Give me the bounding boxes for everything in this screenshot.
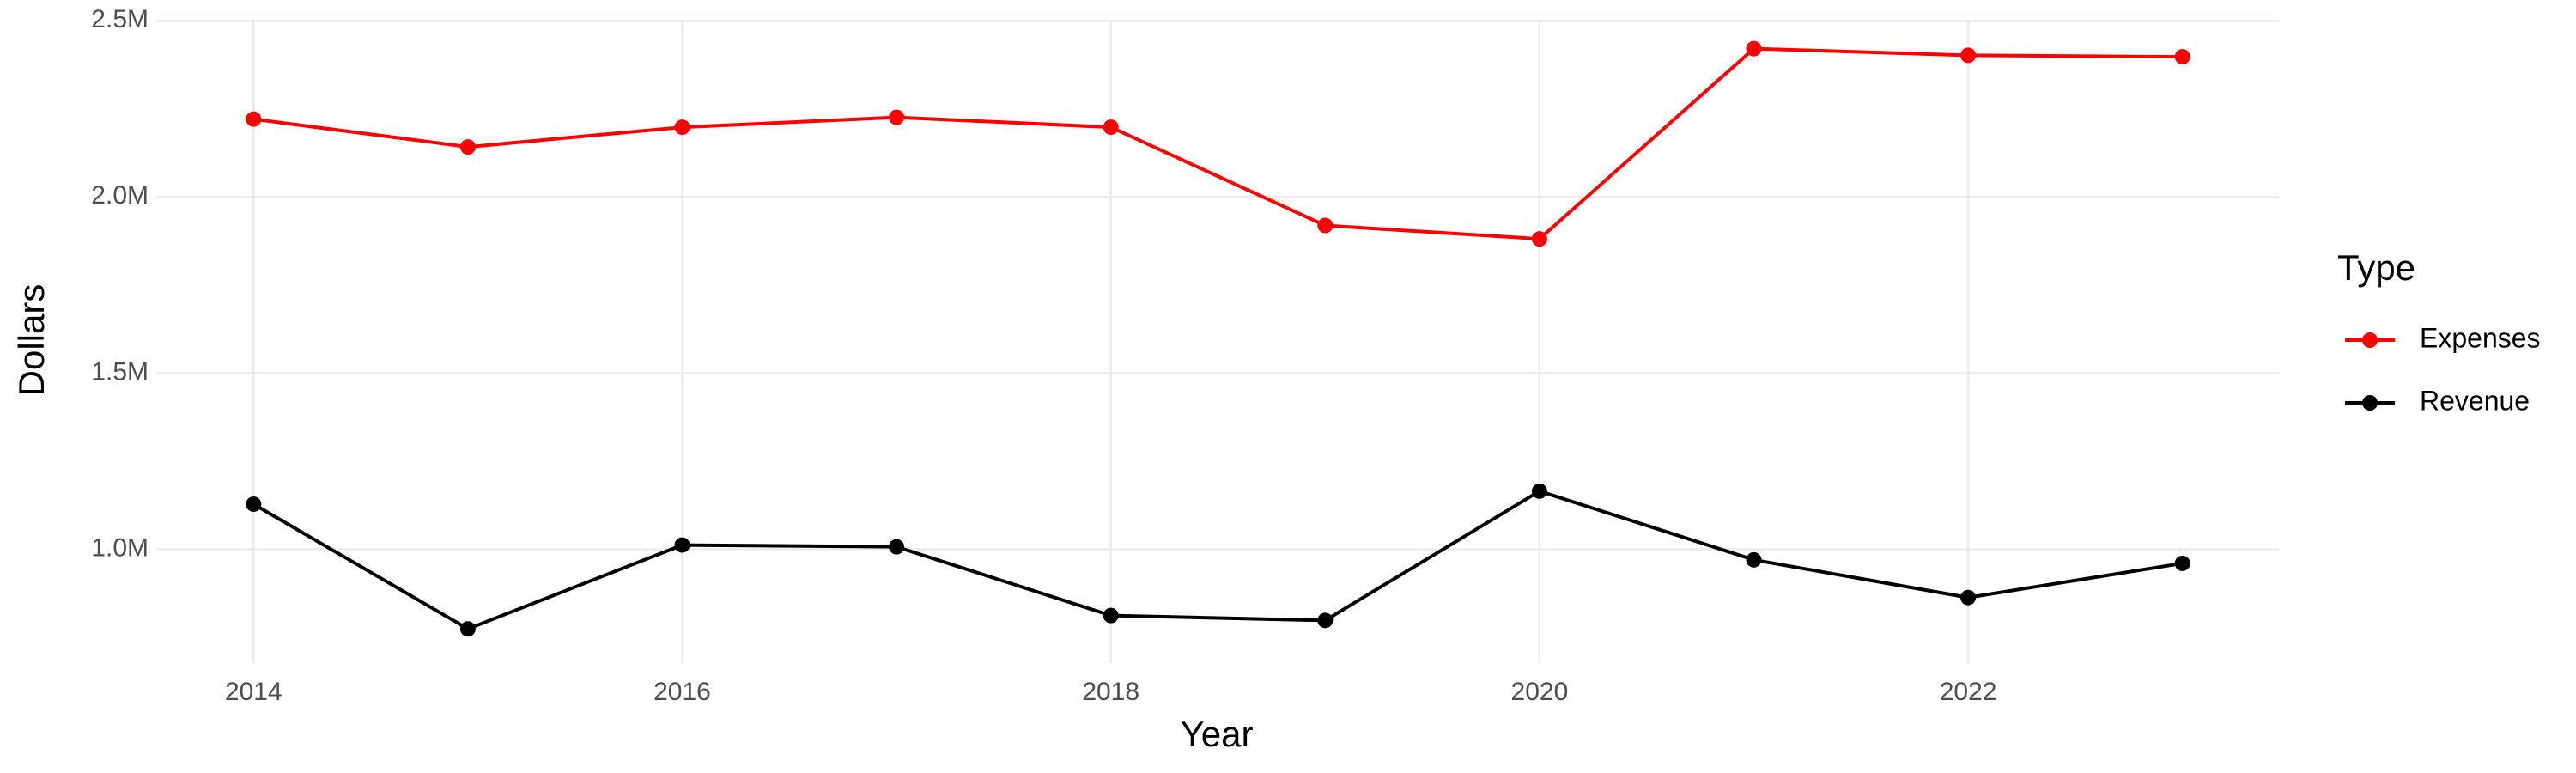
x-tick-label: 2020 (1511, 678, 1569, 706)
data-point (1103, 607, 1119, 624)
legend-title: Type (2337, 247, 2415, 288)
data-point (674, 119, 690, 136)
legend-key-point (2362, 332, 2378, 348)
y-tick-label: 1.0M (91, 533, 149, 562)
data-point (889, 539, 905, 555)
data-point (246, 111, 262, 127)
data-point (2174, 555, 2190, 571)
legend-key-point (2362, 395, 2378, 411)
x-tick-label: 2018 (1082, 678, 1139, 706)
y-tick-label: 2.0M (91, 181, 149, 210)
x-tick-label: 2016 (653, 678, 711, 706)
x-tick-label: 2014 (225, 678, 283, 706)
data-point (1746, 40, 1762, 57)
y-tick-label: 2.5M (91, 5, 149, 33)
data-point (674, 537, 690, 553)
data-point (1317, 612, 1334, 629)
series-line (253, 46, 2183, 241)
data-point (459, 139, 476, 155)
series-line (252, 489, 2183, 631)
data-point (1531, 483, 1547, 499)
data-point (1960, 47, 1977, 64)
y-axis-title: Dollars (11, 284, 52, 397)
data-point (1531, 231, 1547, 247)
legend-label: Expenses (2420, 322, 2541, 353)
data-point (2174, 49, 2190, 65)
x-axis-title: Year (1181, 714, 1254, 754)
data-point (1746, 551, 1762, 568)
data-point (246, 496, 262, 513)
data-point (459, 621, 476, 637)
legend-label: Revenue (2420, 385, 2530, 416)
data-point (1317, 217, 1334, 234)
y-tick-label: 1.5M (91, 357, 149, 386)
data-point (1960, 589, 1977, 606)
data-point (889, 109, 905, 125)
x-tick-label: 2022 (1940, 678, 1997, 706)
data-point (1103, 119, 1119, 136)
